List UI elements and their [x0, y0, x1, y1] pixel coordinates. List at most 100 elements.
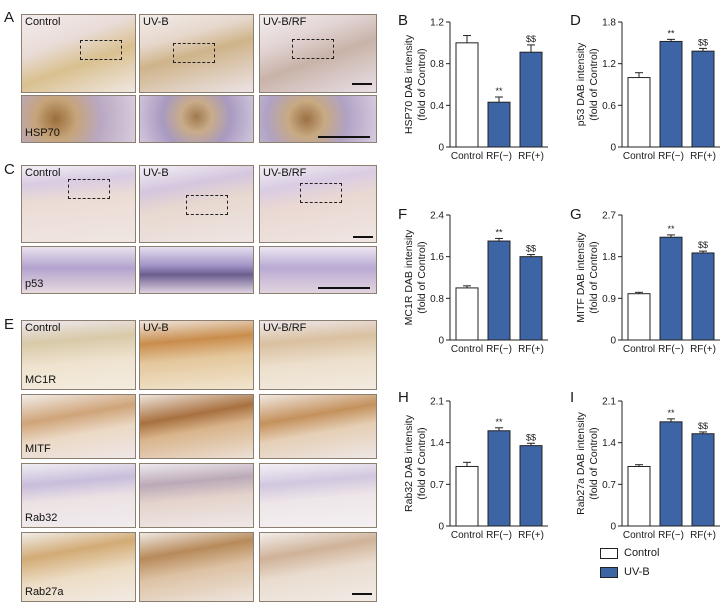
x-tick-label: RF(+) — [690, 151, 716, 162]
panel-letter-i: I — [570, 389, 575, 406]
bar — [455, 287, 479, 341]
y-tick-label: 0 — [438, 522, 444, 533]
panel-letter-c: C — [4, 161, 15, 178]
y-tick-label: 0 — [610, 522, 616, 533]
micrograph-e-mitf-control: MITF — [21, 394, 136, 459]
micrograph-e-rab32-uvb — [139, 463, 254, 528]
y-tick-label: 0.8 — [430, 59, 444, 70]
bar — [519, 445, 543, 527]
y-tick-label: 2.1 — [602, 397, 616, 408]
micrograph-a-uvb: UV-B — [139, 14, 254, 93]
bar — [659, 40, 683, 148]
micrograph-c-inset-uvb-rf — [259, 246, 377, 294]
scale-bar — [318, 136, 370, 138]
stain-label: MC1R — [25, 374, 57, 386]
bar — [519, 51, 543, 148]
zoom-region-box — [68, 179, 110, 199]
y-tick-label: 0 — [438, 143, 444, 154]
x-tick-label: RF(+) — [690, 530, 716, 541]
micrograph-label: Control — [25, 322, 61, 334]
y-axis-label: HSP70 DAB intensity — [403, 34, 415, 134]
micrograph-label: UV-B/RF — [263, 16, 307, 28]
y-tick-label: 1.2 — [430, 18, 444, 29]
micrograph-label: UV-B — [143, 16, 169, 28]
legend-label: Control — [624, 547, 660, 559]
y-tick-label: 0.9 — [602, 294, 616, 305]
y-tick-label: 0.4 — [430, 101, 444, 112]
chart-g-mitf: MITF DAB intensity (fold of Control) 0 0.9 1… — [575, 211, 720, 355]
zoom-region-box — [173, 43, 215, 63]
bar — [691, 433, 715, 527]
y-axis-sublabel: (fold of Control) — [588, 241, 600, 313]
y-tick-label: 0 — [438, 336, 444, 347]
y-axis-sublabel: (fold of Control) — [416, 427, 428, 499]
bar — [691, 252, 715, 341]
x-tick-label: Control — [623, 151, 655, 162]
micrograph-label: UV-B — [143, 322, 169, 334]
y-tick-label: 1.2 — [602, 59, 616, 70]
y-tick-label: 1.8 — [602, 252, 616, 263]
x-tick-label: RF(+) — [518, 151, 544, 162]
y-axis-label: MC1R DAB intensity — [403, 229, 415, 325]
y-tick-label: 0 — [610, 143, 616, 154]
stain-label: Rab32 — [25, 512, 58, 524]
micrograph-a-uvb-rf: UV-B/RF — [259, 14, 377, 93]
micrograph-label: UV-B/RF — [263, 322, 307, 334]
micrograph-a-control: Control — [21, 14, 136, 93]
significance-label: ** — [667, 28, 675, 38]
panel-letter-h: H — [398, 389, 409, 406]
stain-label: HSP70 — [25, 127, 60, 139]
y-tick-label: 2.1 — [430, 397, 444, 408]
micrograph-c-inset-control: p53 — [21, 246, 136, 294]
chart-f-mc1r: MC1R DAB intensity (fold of Control) 0 0.8 1… — [403, 211, 548, 355]
x-tick-label: RF(+) — [690, 344, 716, 355]
stain-label: p53 — [25, 278, 44, 290]
significance-label: ** — [667, 224, 675, 234]
x-tick-label: RF(−) — [486, 344, 512, 355]
significance-label: ** — [667, 408, 675, 418]
micrograph-c-uvb-rf: UV-B/RF — [259, 165, 377, 243]
y-axis-label: p53 DAB intensity — [575, 42, 587, 126]
chart-h-rab32: Rab32 DAB intensity (fold of Control) 0 0.7… — [403, 397, 548, 541]
significance-label: $$ — [526, 34, 536, 44]
stain-label: Rab27a — [25, 586, 64, 598]
micrograph-e-rab32-control: Rab32 — [21, 463, 136, 528]
y-axis-label: Rab27a DAB intensity — [575, 411, 587, 514]
micrograph-c-uvb: UV-B — [139, 165, 254, 243]
bar — [519, 256, 543, 341]
panel-letter-b: B — [398, 12, 409, 29]
y-tick-label: 0 — [610, 336, 616, 347]
y-axis-label: MITF DAB intensity — [575, 232, 587, 323]
significance-label: ** — [495, 417, 503, 427]
micrograph-e-rab27a-uvb-rf — [259, 532, 377, 602]
micrograph-c-control: Control — [21, 165, 136, 243]
y-axis-sublabel: (fold of Control) — [416, 241, 428, 313]
scale-bar — [353, 236, 373, 238]
significance-label: ** — [495, 86, 503, 96]
bar — [487, 240, 511, 341]
panel-letter-e: E — [4, 316, 15, 333]
zoom-region-box — [186, 195, 228, 215]
x-tick-label: Control — [623, 344, 655, 355]
y-tick-label: 1.4 — [430, 438, 444, 449]
y-axis-sublabel: (fold of Control) — [588, 427, 600, 499]
bar — [691, 50, 715, 148]
panel-letter-d: D — [570, 12, 581, 29]
legend-label: UV-B — [624, 566, 650, 578]
micrograph-e-mc1r-control: Control MC1R — [21, 320, 136, 390]
significance-label: $$ — [526, 432, 536, 442]
x-tick-label: RF(+) — [518, 530, 544, 541]
y-axis-sublabel: (fold of Control) — [588, 48, 600, 120]
micrograph-e-mitf-uvb — [139, 394, 254, 459]
micrograph-c-inset-uvb — [139, 246, 254, 294]
micrograph-label: UV-B/RF — [263, 167, 307, 179]
micrograph-a-inset-control: HSP70 — [21, 95, 136, 143]
panel-letter-f: F — [398, 206, 408, 223]
y-tick-label: 0.7 — [430, 480, 444, 491]
panel-letter-a: A — [4, 9, 15, 26]
panel-letter-g: G — [570, 206, 582, 223]
legend-swatch-uvb — [600, 567, 618, 578]
legend-swatch-control — [600, 548, 618, 559]
bar — [455, 465, 479, 527]
y-tick-label: 0.7 — [602, 480, 616, 491]
